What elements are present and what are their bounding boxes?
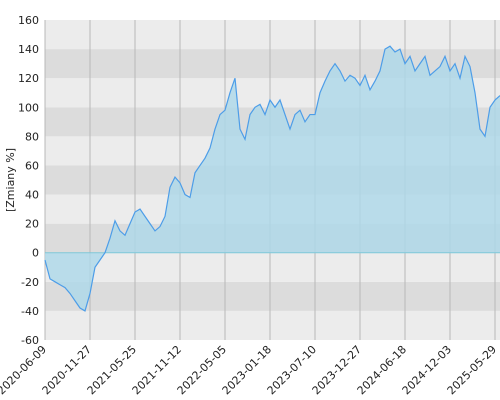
y-tick-label: 0 [32,247,39,260]
y-tick-label: 80 [25,130,39,143]
area [45,46,500,311]
y-tick-label: -60 [21,334,39,347]
y-tick-label: 40 [25,189,39,202]
y-tick-label: -20 [21,276,39,289]
background-band [45,252,500,282]
y-tick-label: 100 [18,101,39,114]
background-band [45,281,500,311]
y-tick-label: 60 [25,159,39,172]
y-tick-label: 140 [18,43,39,56]
y-tick-label: -40 [21,305,39,318]
background-band [45,20,500,50]
y-tick-label: 20 [25,218,39,231]
y-tick-label: 120 [18,72,39,85]
y-tick-label: 160 [18,14,39,27]
y-axis-label: [Zmiany %] [4,148,17,212]
line [44,45,500,312]
background-band [45,310,500,340]
